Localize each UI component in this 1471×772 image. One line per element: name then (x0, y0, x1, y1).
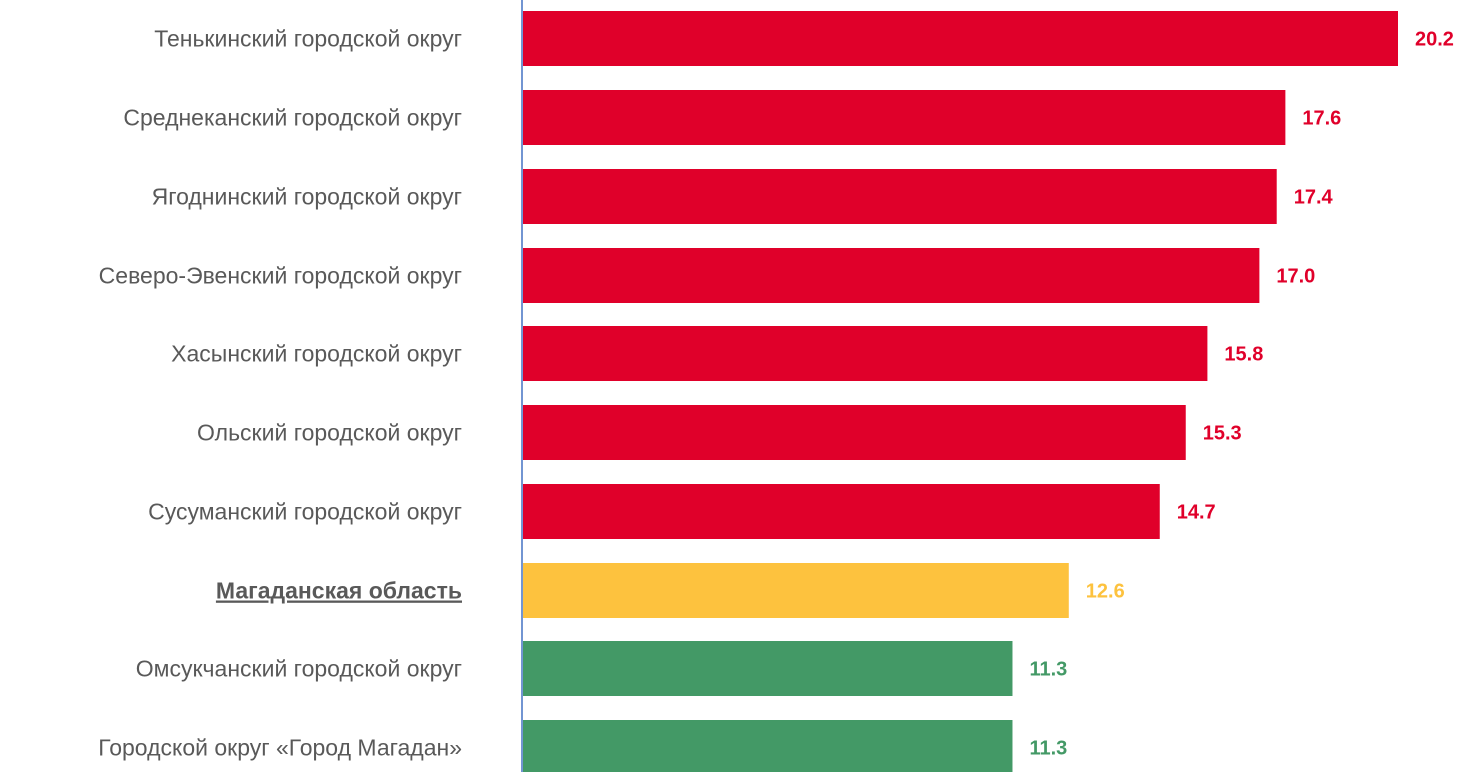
category-label: Тенькинский городской округ (154, 26, 462, 52)
category-label: Среднеканский городской округ (123, 105, 462, 131)
category-label: Ольский городской округ (197, 420, 462, 446)
bar (523, 563, 1069, 618)
bar (523, 248, 1260, 303)
value-label: 17.6 (1302, 108, 1341, 130)
bar (523, 11, 1398, 66)
bar (523, 326, 1208, 381)
value-label: 17.4 (1294, 187, 1334, 209)
bar (523, 405, 1186, 460)
category-label: Хасынский городской округ (171, 341, 462, 367)
value-label: 14.7 (1177, 502, 1216, 524)
value-labels-group: 20.2 17.6 17.4 17.0 15.8 15.3 14.7 12.6 11.3 11.3 (1029, 29, 1453, 760)
value-label: 12.6 (1086, 581, 1125, 603)
value-label: 15.8 (1224, 344, 1263, 366)
category-label: Городской округ «Город Магадан» (98, 735, 462, 761)
bar (523, 169, 1277, 224)
category-labels-group: Тенькинский городской округ Среднеканский… (98, 26, 462, 761)
bar (523, 484, 1160, 539)
bar (523, 90, 1286, 145)
bar (523, 720, 1013, 772)
value-label: 11.3 (1029, 659, 1067, 681)
bar (523, 641, 1013, 696)
value-label: 15.3 (1203, 423, 1242, 445)
category-label: Омсукчанский городской округ (136, 656, 462, 682)
value-label: 17.0 (1276, 266, 1315, 288)
category-label: Магаданская область (216, 578, 462, 604)
bars-group (523, 11, 1398, 772)
category-label: Сусуманский городской округ (148, 499, 462, 525)
value-label: 20.2 (1415, 29, 1454, 51)
category-label: Ягоднинский городской округ (152, 184, 462, 210)
value-label: 11.3 (1029, 738, 1067, 760)
category-label: Северо-Эвенский городской округ (99, 263, 462, 289)
